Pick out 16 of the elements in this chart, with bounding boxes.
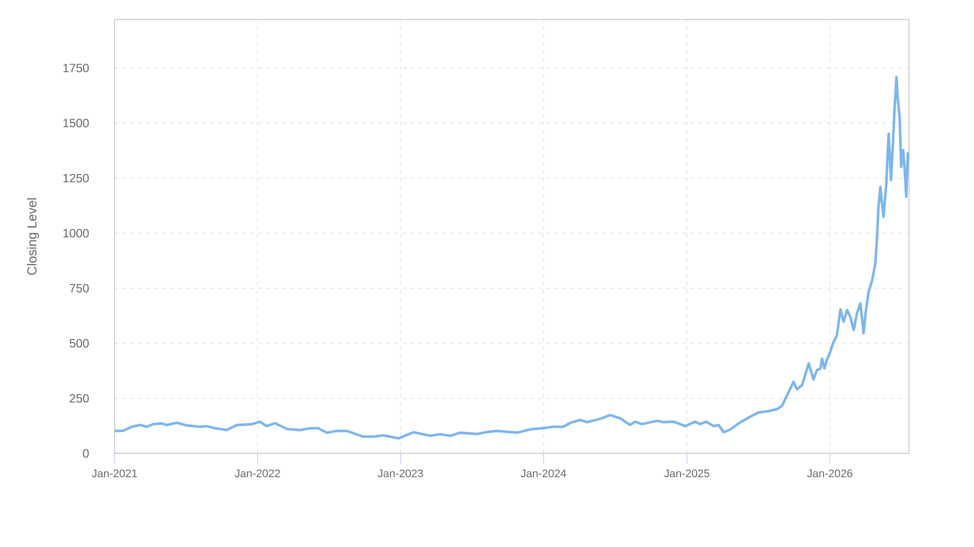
y-tick-label: 250	[70, 394, 89, 403]
x-tick-label: Jan-2026	[807, 469, 852, 478]
y-tick-label: 1500	[63, 118, 89, 128]
y-tick-label: 1000	[63, 228, 89, 238]
y-axis-title: Closing Level	[26, 198, 40, 275]
y-tick-label: 1750	[63, 64, 89, 72]
x-tick-label: Jan-2021	[92, 469, 137, 478]
x-tick-label: Jan-2022	[234, 469, 280, 478]
x-tick-label: Jan-2024	[520, 469, 566, 478]
x-tick-label: Jan-2023	[378, 469, 423, 478]
x-tick-label: Jan-2025	[664, 469, 710, 478]
y-tick-label: 750	[70, 284, 89, 292]
line-series	[114, 76, 910, 440]
y-tick-label: 1250	[63, 174, 89, 182]
y-tick-label: 0	[83, 449, 89, 458]
y-tick-label: 500	[70, 339, 89, 348]
